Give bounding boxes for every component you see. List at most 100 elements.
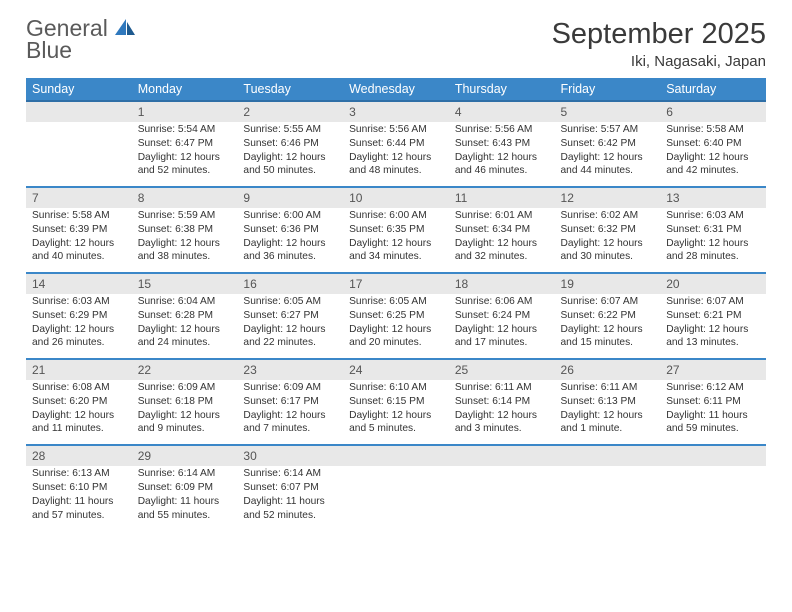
sunset-line: Sunset: 6:13 PM [561, 395, 655, 409]
daylight-line: Daylight: 12 hours and 52 minutes. [138, 151, 232, 179]
sunset-line: Sunset: 6:38 PM [138, 223, 232, 237]
day-number-cell [343, 445, 449, 466]
day-number-cell: 15 [132, 273, 238, 294]
day-number-cell: 10 [343, 187, 449, 208]
sunrise-line: Sunrise: 6:04 AM [138, 295, 232, 309]
daylight-line: Daylight: 12 hours and 30 minutes. [561, 237, 655, 265]
day-number-cell: 9 [237, 187, 343, 208]
daylight-line: Daylight: 12 hours and 7 minutes. [243, 409, 337, 437]
sunrise-line: Sunrise: 5:55 AM [243, 123, 337, 137]
title-block: September 2025 Iki, Nagasaki, Japan [552, 18, 766, 76]
brand-sail-icon [115, 23, 137, 40]
sunrise-line: Sunrise: 6:00 AM [349, 209, 443, 223]
day-number-cell: 17 [343, 273, 449, 294]
day-detail-cell: Sunrise: 5:57 AMSunset: 6:42 PMDaylight:… [555, 122, 661, 187]
sunset-line: Sunset: 6:22 PM [561, 309, 655, 323]
sunset-line: Sunset: 6:29 PM [32, 309, 126, 323]
daylight-line: Daylight: 12 hours and 38 minutes. [138, 237, 232, 265]
day-detail-cell: Sunrise: 6:09 AMSunset: 6:18 PMDaylight:… [132, 380, 238, 445]
day-number-cell: 21 [26, 359, 132, 380]
daylight-line: Daylight: 12 hours and 50 minutes. [243, 151, 337, 179]
sunrise-line: Sunrise: 6:06 AM [455, 295, 549, 309]
daylight-line: Daylight: 12 hours and 44 minutes. [561, 151, 655, 179]
daylight-line: Daylight: 12 hours and 11 minutes. [32, 409, 126, 437]
day-number-cell: 11 [449, 187, 555, 208]
day-detail-cell [26, 122, 132, 187]
page-header: General Blue September 2025 Iki, Nagasak… [26, 18, 766, 76]
sunset-line: Sunset: 6:35 PM [349, 223, 443, 237]
weekday-header: Wednesday [343, 78, 449, 101]
weekday-header: Thursday [449, 78, 555, 101]
day-detail-cell: Sunrise: 6:10 AMSunset: 6:15 PMDaylight:… [343, 380, 449, 445]
sunrise-line: Sunrise: 6:07 AM [666, 295, 760, 309]
daylight-line: Daylight: 12 hours and 34 minutes. [349, 237, 443, 265]
sunset-line: Sunset: 6:47 PM [138, 137, 232, 151]
calendar-header-row: SundayMondayTuesdayWednesdayThursdayFrid… [26, 78, 766, 101]
sunrise-line: Sunrise: 6:10 AM [349, 381, 443, 395]
daylight-line: Daylight: 12 hours and 40 minutes. [32, 237, 126, 265]
day-detail-cell: Sunrise: 6:02 AMSunset: 6:32 PMDaylight:… [555, 208, 661, 273]
sunrise-line: Sunrise: 6:11 AM [455, 381, 549, 395]
sunset-line: Sunset: 6:15 PM [349, 395, 443, 409]
daylight-line: Daylight: 11 hours and 55 minutes. [138, 495, 232, 523]
sunset-line: Sunset: 6:25 PM [349, 309, 443, 323]
day-number-cell: 5 [555, 101, 661, 122]
sunset-line: Sunset: 6:31 PM [666, 223, 760, 237]
daylight-line: Daylight: 12 hours and 48 minutes. [349, 151, 443, 179]
day-number-cell [660, 445, 766, 466]
day-number-cell: 22 [132, 359, 238, 380]
sunset-line: Sunset: 6:34 PM [455, 223, 549, 237]
day-number-cell: 3 [343, 101, 449, 122]
sunrise-line: Sunrise: 6:13 AM [32, 467, 126, 481]
daylight-line: Daylight: 12 hours and 26 minutes. [32, 323, 126, 351]
day-detail-cell: Sunrise: 6:03 AMSunset: 6:31 PMDaylight:… [660, 208, 766, 273]
daylight-line: Daylight: 12 hours and 1 minute. [561, 409, 655, 437]
daylight-line: Daylight: 12 hours and 46 minutes. [455, 151, 549, 179]
day-detail-cell: Sunrise: 6:14 AMSunset: 6:07 PMDaylight:… [237, 466, 343, 530]
sunrise-line: Sunrise: 6:01 AM [455, 209, 549, 223]
sunrise-line: Sunrise: 5:57 AM [561, 123, 655, 137]
daylight-line: Daylight: 12 hours and 32 minutes. [455, 237, 549, 265]
sunrise-line: Sunrise: 6:03 AM [32, 295, 126, 309]
daylight-line: Daylight: 12 hours and 5 minutes. [349, 409, 443, 437]
day-detail-row: Sunrise: 5:54 AMSunset: 6:47 PMDaylight:… [26, 122, 766, 187]
day-detail-cell: Sunrise: 5:59 AMSunset: 6:38 PMDaylight:… [132, 208, 238, 273]
weekday-header: Tuesday [237, 78, 343, 101]
sunset-line: Sunset: 6:44 PM [349, 137, 443, 151]
daylight-line: Daylight: 12 hours and 9 minutes. [138, 409, 232, 437]
day-number-cell: 4 [449, 101, 555, 122]
daylight-line: Daylight: 11 hours and 52 minutes. [243, 495, 337, 523]
day-number-cell: 30 [237, 445, 343, 466]
daylight-line: Daylight: 12 hours and 20 minutes. [349, 323, 443, 351]
sunrise-line: Sunrise: 5:56 AM [349, 123, 443, 137]
day-number-cell: 18 [449, 273, 555, 294]
day-detail-cell: Sunrise: 5:58 AMSunset: 6:40 PMDaylight:… [660, 122, 766, 187]
day-number-row: 21222324252627 [26, 359, 766, 380]
day-detail-cell: Sunrise: 6:08 AMSunset: 6:20 PMDaylight:… [26, 380, 132, 445]
daylight-line: Daylight: 12 hours and 28 minutes. [666, 237, 760, 265]
sunrise-line: Sunrise: 6:12 AM [666, 381, 760, 395]
sunset-line: Sunset: 6:32 PM [561, 223, 655, 237]
day-detail-cell [343, 466, 449, 530]
daylight-line: Daylight: 12 hours and 3 minutes. [455, 409, 549, 437]
day-number-cell: 28 [26, 445, 132, 466]
sunset-line: Sunset: 6:18 PM [138, 395, 232, 409]
daylight-line: Daylight: 12 hours and 13 minutes. [666, 323, 760, 351]
daylight-line: Daylight: 11 hours and 57 minutes. [32, 495, 126, 523]
day-detail-cell: Sunrise: 5:55 AMSunset: 6:46 PMDaylight:… [237, 122, 343, 187]
sunrise-line: Sunrise: 5:59 AM [138, 209, 232, 223]
day-detail-cell: Sunrise: 6:14 AMSunset: 6:09 PMDaylight:… [132, 466, 238, 530]
sunrise-line: Sunrise: 6:14 AM [138, 467, 232, 481]
day-detail-cell: Sunrise: 6:12 AMSunset: 6:11 PMDaylight:… [660, 380, 766, 445]
daylight-line: Daylight: 12 hours and 36 minutes. [243, 237, 337, 265]
sunset-line: Sunset: 6:17 PM [243, 395, 337, 409]
daylight-line: Daylight: 12 hours and 22 minutes. [243, 323, 337, 351]
sunset-line: Sunset: 6:36 PM [243, 223, 337, 237]
day-number-cell: 29 [132, 445, 238, 466]
day-number-cell: 19 [555, 273, 661, 294]
daylight-line: Daylight: 12 hours and 17 minutes. [455, 323, 549, 351]
day-detail-cell: Sunrise: 6:11 AMSunset: 6:14 PMDaylight:… [449, 380, 555, 445]
sunset-line: Sunset: 6:09 PM [138, 481, 232, 495]
sunrise-line: Sunrise: 6:05 AM [349, 295, 443, 309]
sunrise-line: Sunrise: 6:00 AM [243, 209, 337, 223]
